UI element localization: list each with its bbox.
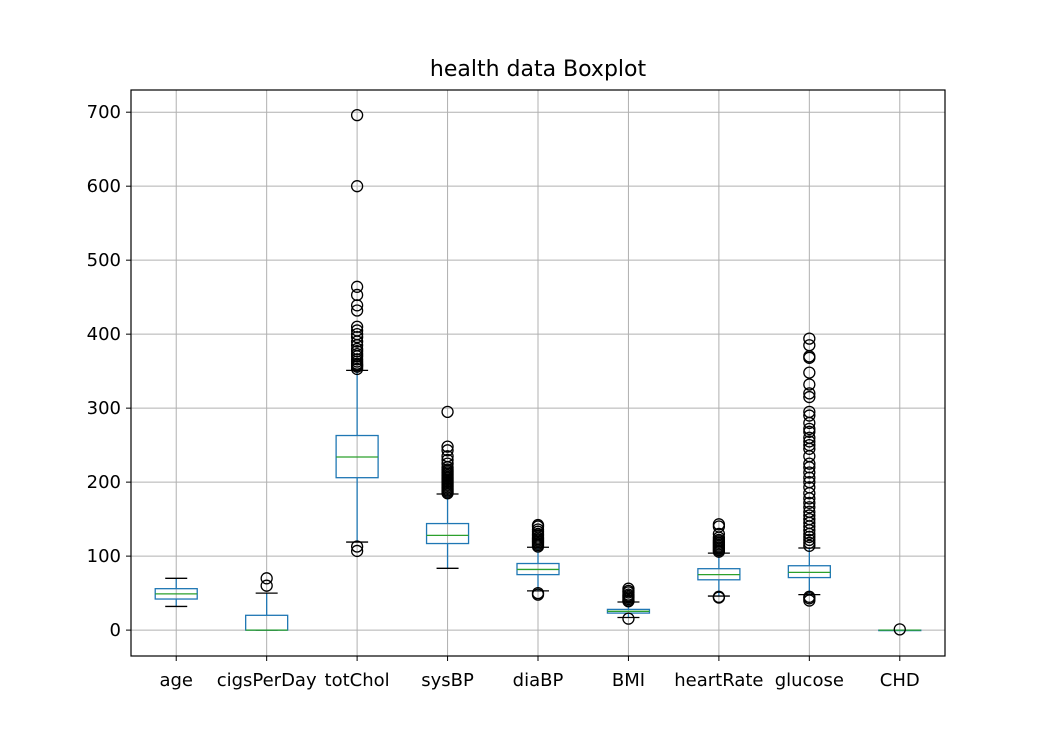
x-tick-label: heartRate <box>674 670 763 691</box>
x-tick-label: age <box>159 670 193 691</box>
box-BMI <box>606 582 651 625</box>
outlier-point <box>803 481 816 494</box>
outlier-point <box>803 512 816 526</box>
x-tick-label: cigsPerDay <box>217 670 317 691</box>
outlier-point <box>441 450 454 463</box>
outlier-point <box>803 590 816 603</box>
outlier-point <box>803 457 816 470</box>
x-tick-label: totChol <box>325 670 390 691</box>
outlier-point <box>803 387 816 400</box>
x-tick-label: BMI <box>612 670 645 691</box>
outlier-point <box>350 180 364 193</box>
outlier-point <box>441 457 454 470</box>
y-tick-label: 600 <box>87 176 121 197</box>
outlier-point <box>350 544 364 558</box>
outlier-point <box>350 540 364 553</box>
outlier-point <box>441 453 454 467</box>
outlier-point <box>622 612 635 625</box>
outlier-point <box>803 431 816 444</box>
outlier-point <box>803 536 816 549</box>
outlier-point <box>803 505 816 518</box>
outlier-point <box>803 509 816 522</box>
outlier-point <box>441 405 454 418</box>
y-tick-label: 300 <box>87 398 121 419</box>
outlier-point <box>803 339 816 352</box>
outlier-point <box>803 466 816 479</box>
outlier-point <box>441 440 454 453</box>
outlier-point <box>531 586 545 600</box>
y-tick-label: 400 <box>87 324 121 345</box>
outlier-point <box>441 444 454 457</box>
y-tick-label: 200 <box>87 472 121 493</box>
outlier-point <box>803 501 816 514</box>
box-heartRate <box>697 518 741 604</box>
x-axis: age cigsPerDay totChol sysBP diaBP BMI heartRa… <box>159 656 920 691</box>
outlier-point <box>803 409 816 422</box>
y-tick-label: 700 <box>87 102 121 123</box>
outlier-point <box>803 425 816 438</box>
boxes <box>154 109 922 636</box>
box-iqr <box>787 565 831 579</box>
outlier-point <box>803 378 816 391</box>
box-glucose <box>787 332 831 607</box>
outlier-point <box>712 518 726 531</box>
y-tick-label: 100 <box>87 546 121 567</box>
outlier-point <box>622 582 635 595</box>
box-totChol <box>335 109 379 558</box>
outlier-point <box>803 438 816 452</box>
outlier-point <box>350 328 364 341</box>
outlier-point <box>531 518 545 532</box>
x-tick-label: sysBP <box>421 670 474 691</box>
outlier-point <box>803 475 816 489</box>
x-tick-label: diaBP <box>513 670 564 691</box>
outlier-point <box>531 523 545 536</box>
outlier-point <box>803 435 816 448</box>
outlier-point <box>350 324 364 337</box>
outlier-point <box>350 280 364 293</box>
outlier-point <box>712 527 726 541</box>
outlier-point <box>350 288 364 302</box>
outlier-point <box>260 579 273 592</box>
outlier-point <box>712 590 726 603</box>
chart-title: health data Boxplot <box>430 57 647 82</box>
outlier-point <box>803 496 816 509</box>
box-iqr <box>425 522 470 545</box>
outlier-point <box>350 320 364 333</box>
outlier-point <box>260 572 273 585</box>
outlier-point <box>350 304 364 317</box>
outlier-point <box>893 623 906 636</box>
outlier-point <box>803 366 816 379</box>
outlier-point <box>803 539 816 552</box>
outlier-point <box>803 390 816 404</box>
y-axis: 0 100 200 300 400 500 600 700 <box>87 102 131 641</box>
outlier-point <box>803 533 816 546</box>
y-tick-label: 0 <box>110 620 121 641</box>
x-tick-label: CHD <box>880 670 920 691</box>
outlier-point <box>350 342 364 356</box>
outlier-point <box>350 109 364 122</box>
x-tick-label: glucose <box>775 670 844 691</box>
outlier-point <box>803 405 816 418</box>
box-age <box>154 577 198 608</box>
box-CHD <box>878 623 922 636</box>
box-cigsPerDay <box>245 572 289 631</box>
box-sysBP <box>425 405 470 569</box>
outlier-point <box>350 347 364 361</box>
box-diaBP <box>516 518 560 601</box>
outlier-point <box>803 332 816 345</box>
outlier-point <box>803 422 816 436</box>
y-tick-label: 500 <box>87 250 121 271</box>
